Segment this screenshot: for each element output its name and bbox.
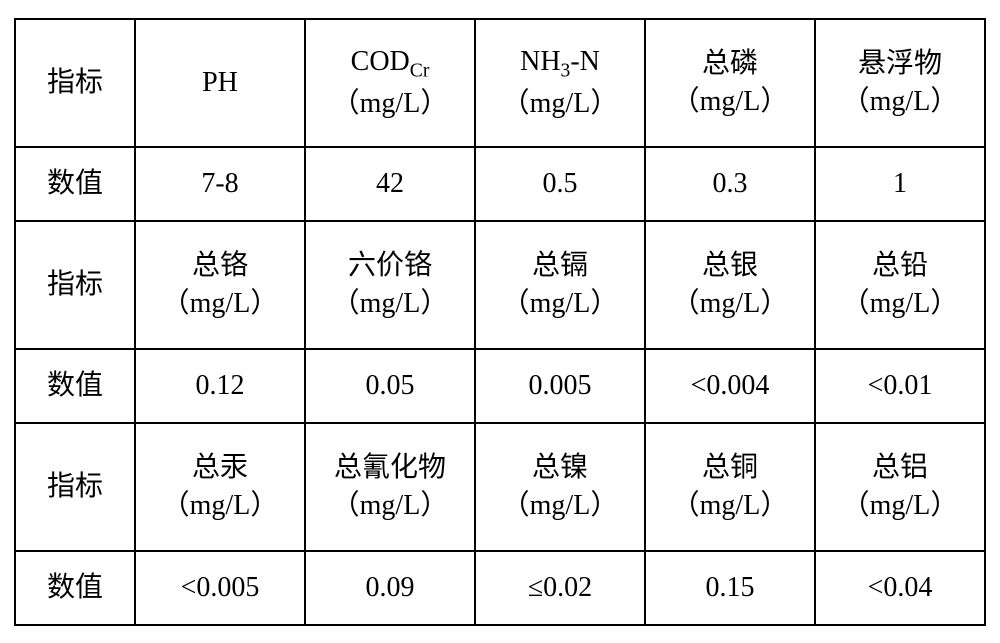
row-label-indicator: 指标 bbox=[15, 19, 135, 147]
indicator-cell: 总汞 （mg/L） bbox=[135, 423, 305, 551]
value-cell: 7-8 bbox=[135, 147, 305, 221]
table-row: 指标 总铬 （mg/L） 六价铬 （mg/L） 总镉 （mg/L） 总银 （mg/L） 总铅 （mg… bbox=[15, 221, 985, 349]
value-cell: <0.005 bbox=[135, 551, 305, 625]
row-label-value: 数值 bbox=[15, 147, 135, 221]
indicator-unit: （mg/L） bbox=[306, 487, 474, 525]
value-cell: 0.12 bbox=[135, 349, 305, 423]
indicator-cell: NH3-N （mg/L） bbox=[475, 19, 645, 147]
row-label-indicator: 指标 bbox=[15, 423, 135, 551]
indicator-cell: CODCr （mg/L） bbox=[305, 19, 475, 147]
table-row: 数值<0.0050.09≤0.020.15<0.04 bbox=[15, 551, 985, 625]
value-cell: <0.04 bbox=[815, 551, 985, 625]
indicator-name: 总汞 bbox=[192, 452, 248, 483]
indicator-cell: 总磷 （mg/L） bbox=[645, 19, 815, 147]
indicator-cell: 总铬 （mg/L） bbox=[135, 221, 305, 349]
indicator-cell: 悬浮物 （mg/L） bbox=[815, 19, 985, 147]
table-row: 数值7-8420.50.31 bbox=[15, 147, 985, 221]
row-label-indicator: 指标 bbox=[15, 221, 135, 349]
indicator-cell: PH bbox=[135, 19, 305, 147]
indicator-name: PH bbox=[202, 67, 238, 98]
indicator-name: 总氰化物 bbox=[334, 452, 446, 483]
indicator-cell: 总氰化物 （mg/L） bbox=[305, 423, 475, 551]
indicator-unit: （mg/L） bbox=[646, 487, 814, 525]
indicator-unit: （mg/L） bbox=[476, 85, 644, 123]
value-cell: ≤0.02 bbox=[475, 551, 645, 625]
indicator-name: 总铅 bbox=[872, 250, 928, 281]
indicator-cell: 六价铬 （mg/L） bbox=[305, 221, 475, 349]
indicator-cell: 总银 （mg/L） bbox=[645, 221, 815, 349]
indicator-unit: （mg/L） bbox=[816, 83, 984, 121]
indicator-unit: （mg/L） bbox=[476, 487, 644, 525]
indicator-cell: 总铅 （mg/L） bbox=[815, 221, 985, 349]
water-quality-table: 指标 PH CODCr （mg/L） NH3-N （mg/L） 总磷 （mg/L） 悬浮物 （mg… bbox=[14, 18, 986, 626]
value-cell: 0.5 bbox=[475, 147, 645, 221]
value-cell: 1 bbox=[815, 147, 985, 221]
value-cell: 0.09 bbox=[305, 551, 475, 625]
table-row: 指标 PH CODCr （mg/L） NH3-N （mg/L） 总磷 （mg/L） 悬浮物 （mg… bbox=[15, 19, 985, 147]
value-cell: 0.15 bbox=[645, 551, 815, 625]
table-row: 数值0.120.050.005<0.004<0.01 bbox=[15, 349, 985, 423]
row-label-value: 数值 bbox=[15, 349, 135, 423]
value-cell: <0.01 bbox=[815, 349, 985, 423]
indicator-name: 总铜 bbox=[702, 452, 758, 483]
indicator-name: 总铬 bbox=[192, 250, 248, 281]
table-body: 指标 PH CODCr （mg/L） NH3-N （mg/L） 总磷 （mg/L） 悬浮物 （mg… bbox=[15, 19, 985, 625]
indicator-name: CODCr bbox=[351, 46, 430, 77]
value-cell: 0.005 bbox=[475, 349, 645, 423]
indicator-unit: （mg/L） bbox=[136, 285, 304, 323]
indicator-name: 悬浮物 bbox=[858, 48, 942, 79]
indicator-cell: 总镍 （mg/L） bbox=[475, 423, 645, 551]
indicator-name: 总镉 bbox=[532, 250, 588, 281]
indicator-name: 总铝 bbox=[872, 452, 928, 483]
value-cell: 42 bbox=[305, 147, 475, 221]
indicator-unit: （mg/L） bbox=[646, 285, 814, 323]
indicator-cell: 总铜 （mg/L） bbox=[645, 423, 815, 551]
value-cell: <0.004 bbox=[645, 349, 815, 423]
indicator-cell: 总铝 （mg/L） bbox=[815, 423, 985, 551]
table-row: 指标 总汞 （mg/L） 总氰化物 （mg/L） 总镍 （mg/L） 总铜 （mg/L） 总铝 （m… bbox=[15, 423, 985, 551]
indicator-unit: （mg/L） bbox=[306, 285, 474, 323]
indicator-unit: （mg/L） bbox=[136, 487, 304, 525]
indicator-unit: （mg/L） bbox=[646, 83, 814, 121]
indicator-unit: （mg/L） bbox=[816, 487, 984, 525]
indicator-unit: （mg/L） bbox=[306, 85, 474, 123]
row-label-value: 数值 bbox=[15, 551, 135, 625]
indicator-unit: （mg/L） bbox=[476, 285, 644, 323]
indicator-name: 总镍 bbox=[532, 452, 588, 483]
indicator-name: 总磷 bbox=[702, 48, 758, 79]
indicator-unit: （mg/L） bbox=[816, 285, 984, 323]
indicator-cell: 总镉 （mg/L） bbox=[475, 221, 645, 349]
value-cell: 0.05 bbox=[305, 349, 475, 423]
indicator-name: NH3-N bbox=[520, 46, 600, 77]
indicator-name: 总银 bbox=[702, 250, 758, 281]
indicator-name: 六价铬 bbox=[348, 250, 432, 281]
value-cell: 0.3 bbox=[645, 147, 815, 221]
